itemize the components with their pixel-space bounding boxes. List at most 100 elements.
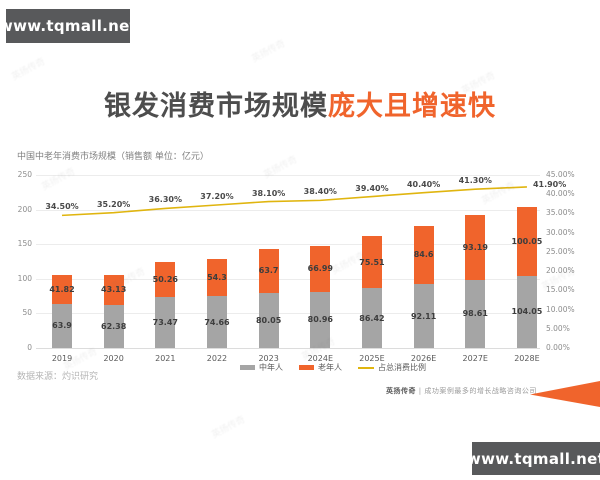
bar-midage-segment — [310, 291, 331, 348]
trend-point-label: 34.50% — [45, 202, 79, 212]
data-source-note: 数据来源：灼识研究 — [17, 372, 99, 382]
legend-label-ratio: 占总消费比例 — [378, 363, 426, 372]
bar-midage-segment — [413, 284, 434, 348]
brand-line: 英扬传奇 | 成功案例最多的增长战略咨询公司 — [386, 386, 537, 396]
watermark: 英扬传奇 — [10, 56, 47, 83]
chart: 中国中老年消费市场规模（销售额 单位：亿元） 250 200 150 100 50 0 45… — [0, 146, 600, 386]
bar-value-label-elderly: 93.19 — [462, 243, 488, 253]
bar-midage-segment — [206, 296, 227, 348]
bar-value-label-elderly: 63.7 — [258, 266, 279, 276]
trend-point-label: 39.40% — [355, 183, 389, 193]
trend-line — [61, 186, 527, 217]
plot-area: 250 200 150 100 50 0 45.00% 40.00% 35.00% 30.00% 2… — [0, 146, 600, 386]
bar-value-label-midage: 62.38 — [101, 321, 127, 331]
bar-midage-segment — [103, 304, 124, 348]
bar-value-label-elderly: 54.3 — [207, 273, 227, 283]
legend-label-elderly: 老年人 — [318, 363, 342, 372]
legend-label-midage: 中年人 — [259, 363, 283, 372]
y-axis-left-tick: 250 — [17, 170, 32, 179]
y-axis-right-tick: 15.00% — [546, 285, 575, 295]
bar-elderly-segment — [52, 274, 72, 304]
page-title-orange: 庞大且增速快 — [328, 91, 496, 122]
y-axis-left-tick: 50 — [22, 308, 32, 318]
bar-elderly-segment — [310, 245, 331, 292]
y-axis-right-tick: 35.00% — [546, 208, 575, 218]
y-axis-right-tick: 45.00% — [546, 170, 575, 179]
trend-point-label: 35.20% — [96, 199, 131, 209]
watermark: 英扬传奇 — [210, 414, 247, 441]
bar-value-label-midage: 92.11 — [410, 311, 437, 321]
bar-value-label-midage: 74.66 — [204, 317, 230, 327]
gridline — [36, 209, 540, 211]
bar-value-label-elderly: 84.6 — [413, 250, 434, 260]
page-title-gray: 银发消费市场规模 — [104, 91, 328, 122]
bar-value-label-midage: 73.47 — [152, 318, 178, 328]
brand-tagline: 成功案例最多的增长战略咨询公司 — [424, 387, 537, 395]
bar-elderly-segment — [258, 248, 279, 293]
page-title: 银发消费市场规模庞大且增速快 — [0, 84, 600, 123]
bar-value-label-midage: 80.96 — [307, 315, 333, 325]
legend-swatch-ratio-line — [358, 366, 374, 369]
legend-swatch-midage — [240, 365, 255, 370]
chart-legend: 中年人 老年人 占总消费比例 — [0, 362, 600, 373]
x-axis-label: 2025E — [359, 354, 385, 363]
bar-value-label-midage: 80.05 — [255, 315, 282, 325]
bar-value-label-elderly: 75.51 — [359, 257, 385, 267]
legend-swatch-elderly — [299, 365, 314, 370]
bar-elderly-segment — [465, 215, 486, 280]
bar-midage-segment — [258, 292, 279, 348]
legend-item-midage: 中年人 — [240, 362, 283, 373]
bottom-right-url-box: www.tqmall.net — [467, 442, 600, 475]
bar-value-label-midage: 104.05 — [511, 307, 543, 317]
x-axis-label: 2027E — [462, 354, 488, 363]
bar-midage-segment — [516, 275, 537, 348]
bar-value-label-midage: 98.61 — [462, 309, 488, 319]
bar-value-label-midage: 63.9 — [52, 321, 72, 331]
x-axis-label: 2024E — [307, 354, 333, 363]
trend-point-label: 37.20% — [200, 191, 234, 201]
gridline — [36, 348, 540, 349]
y-axis-right-tick: 5.00% — [546, 323, 570, 333]
y-axis-right-tick: 25.00% — [546, 246, 575, 256]
bar-value-label-elderly: 43.13 — [101, 285, 127, 295]
bar-value-label-elderly: 66.99 — [307, 264, 333, 274]
y-axis-right-tick: 30.00% — [546, 227, 575, 237]
bar-elderly-segment — [361, 235, 382, 289]
y-axis-left-tick: 150 — [17, 239, 32, 249]
x-axis-label: 2023 — [258, 354, 279, 363]
top-left-url-text: www.tqmall.net — [0, 17, 138, 35]
x-axis-label: 2028E — [514, 354, 540, 363]
gridline — [36, 175, 540, 176]
bar-elderly-segment — [516, 206, 537, 276]
y-axis-right-tick: 0.00% — [546, 343, 570, 352]
bar-midage-segment — [361, 288, 382, 348]
trend-point-label: 38.40% — [303, 187, 337, 197]
bar-elderly-segment — [413, 225, 434, 285]
x-axis-label: 2021 — [155, 354, 176, 363]
legend-item-elderly: 老年人 — [299, 362, 342, 373]
chart-subtitle: 中国中老年消费市场规模（销售额 单位：亿元） — [17, 152, 209, 162]
brand-separator: | — [418, 387, 422, 395]
trend-point-label: 41.30% — [458, 176, 492, 186]
gridline — [36, 278, 540, 280]
y-axis-right-tick: 10.00% — [546, 304, 575, 314]
y-axis-right-tick: 20.00% — [546, 266, 575, 276]
bar-midage-segment — [465, 279, 486, 348]
trend-point-label: 41.90% — [532, 179, 567, 189]
trend-point-label: 36.30% — [148, 195, 182, 205]
x-axis-label: 2026E — [410, 354, 437, 363]
bar-value-label-elderly: 41.82 — [49, 284, 75, 294]
y-axis-left-tick: 0 — [27, 343, 32, 352]
bar-elderly-segment — [155, 262, 176, 298]
bar-midage-segment — [52, 303, 72, 348]
bar-value-label-midage: 86.42 — [359, 313, 385, 323]
bar-value-label-elderly: 50.26 — [152, 275, 178, 285]
x-axis-label: 2020 — [103, 354, 124, 363]
brand-name: 英扬传奇 — [386, 387, 416, 395]
bar-value-label-elderly: 100.05 — [511, 236, 543, 246]
bottom-right-url-text: www.tqmall.net — [466, 449, 600, 468]
bar-elderly-segment — [206, 258, 227, 297]
bar-elderly-segment — [103, 274, 124, 305]
trend-point-label: 40.40% — [406, 179, 441, 189]
